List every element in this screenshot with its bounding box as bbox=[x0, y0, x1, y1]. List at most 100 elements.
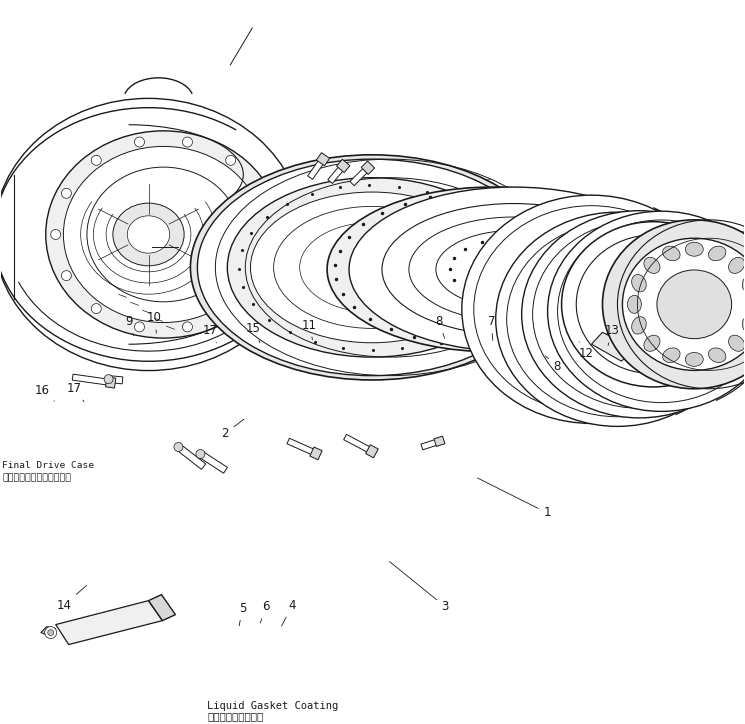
Text: 13: 13 bbox=[604, 324, 619, 345]
Text: 3: 3 bbox=[390, 562, 449, 613]
Text: Final Drive Case: Final Drive Case bbox=[2, 461, 95, 470]
Ellipse shape bbox=[462, 195, 721, 424]
Circle shape bbox=[183, 137, 192, 147]
Text: 17: 17 bbox=[66, 382, 84, 402]
Text: 1: 1 bbox=[478, 478, 551, 519]
Ellipse shape bbox=[627, 295, 641, 313]
Ellipse shape bbox=[685, 243, 703, 256]
Circle shape bbox=[226, 156, 235, 165]
Circle shape bbox=[183, 322, 192, 332]
Polygon shape bbox=[310, 447, 322, 460]
Circle shape bbox=[61, 188, 72, 198]
Text: 16: 16 bbox=[34, 384, 54, 401]
Polygon shape bbox=[72, 374, 111, 385]
Ellipse shape bbox=[632, 274, 646, 292]
Text: Liquid Gasket Coating: Liquid Gasket Coating bbox=[208, 701, 339, 711]
Ellipse shape bbox=[662, 246, 680, 261]
Ellipse shape bbox=[708, 246, 726, 261]
Circle shape bbox=[104, 374, 113, 384]
Ellipse shape bbox=[742, 316, 745, 334]
Polygon shape bbox=[337, 159, 350, 172]
Text: 9: 9 bbox=[125, 315, 133, 335]
Text: 8: 8 bbox=[436, 315, 445, 338]
Circle shape bbox=[266, 230, 276, 240]
Ellipse shape bbox=[644, 335, 660, 351]
Circle shape bbox=[48, 630, 54, 636]
Ellipse shape bbox=[603, 220, 745, 389]
Text: 6: 6 bbox=[260, 600, 269, 623]
Polygon shape bbox=[343, 434, 373, 454]
Circle shape bbox=[135, 322, 145, 332]
Text: 液状ガスケット塗布: 液状ガスケット塗布 bbox=[208, 712, 264, 722]
Text: 2: 2 bbox=[221, 419, 244, 440]
Ellipse shape bbox=[729, 257, 745, 274]
Circle shape bbox=[51, 230, 60, 240]
Polygon shape bbox=[56, 601, 162, 644]
Ellipse shape bbox=[250, 192, 493, 342]
Polygon shape bbox=[148, 594, 175, 620]
Ellipse shape bbox=[45, 131, 281, 338]
Ellipse shape bbox=[657, 270, 732, 339]
Ellipse shape bbox=[495, 212, 739, 426]
Ellipse shape bbox=[436, 241, 548, 298]
Ellipse shape bbox=[685, 353, 703, 366]
Polygon shape bbox=[177, 445, 206, 469]
Polygon shape bbox=[328, 164, 345, 183]
Polygon shape bbox=[421, 439, 440, 450]
Ellipse shape bbox=[127, 216, 170, 253]
Ellipse shape bbox=[742, 274, 745, 292]
Ellipse shape bbox=[644, 257, 660, 274]
Text: 5: 5 bbox=[238, 602, 246, 626]
Polygon shape bbox=[198, 451, 227, 473]
Text: 14: 14 bbox=[57, 586, 86, 612]
Polygon shape bbox=[361, 161, 375, 174]
Circle shape bbox=[45, 626, 57, 639]
Ellipse shape bbox=[622, 238, 745, 371]
Ellipse shape bbox=[349, 187, 678, 352]
Polygon shape bbox=[106, 377, 116, 388]
Circle shape bbox=[226, 303, 235, 313]
Ellipse shape bbox=[360, 203, 624, 335]
Circle shape bbox=[92, 156, 101, 165]
Circle shape bbox=[135, 137, 145, 147]
Circle shape bbox=[174, 442, 183, 452]
Circle shape bbox=[92, 303, 101, 313]
Ellipse shape bbox=[632, 316, 646, 334]
Polygon shape bbox=[41, 626, 56, 636]
Text: 11: 11 bbox=[302, 319, 317, 340]
Polygon shape bbox=[287, 438, 317, 456]
Text: 4: 4 bbox=[282, 599, 296, 626]
Text: 12: 12 bbox=[579, 342, 594, 361]
Ellipse shape bbox=[227, 177, 517, 357]
Ellipse shape bbox=[548, 211, 745, 411]
Ellipse shape bbox=[387, 217, 597, 321]
Ellipse shape bbox=[414, 230, 570, 308]
Ellipse shape bbox=[63, 146, 264, 322]
Polygon shape bbox=[592, 332, 635, 361]
Ellipse shape bbox=[327, 187, 656, 352]
Text: ファイナルドライブケース: ファイナルドライブケース bbox=[2, 473, 72, 482]
Text: 7: 7 bbox=[488, 315, 495, 340]
Text: 15: 15 bbox=[246, 322, 261, 342]
Ellipse shape bbox=[191, 155, 554, 380]
Text: 10: 10 bbox=[147, 311, 162, 333]
Text: 8: 8 bbox=[545, 356, 560, 374]
Ellipse shape bbox=[522, 211, 745, 418]
Ellipse shape bbox=[729, 335, 745, 351]
Ellipse shape bbox=[87, 167, 240, 302]
Ellipse shape bbox=[562, 222, 745, 387]
Text: 17: 17 bbox=[203, 324, 218, 343]
Ellipse shape bbox=[662, 348, 680, 363]
Polygon shape bbox=[350, 166, 370, 185]
Circle shape bbox=[196, 450, 205, 458]
Polygon shape bbox=[108, 376, 123, 384]
Polygon shape bbox=[317, 153, 330, 166]
Polygon shape bbox=[366, 445, 378, 458]
Circle shape bbox=[256, 188, 265, 198]
Circle shape bbox=[256, 271, 265, 281]
Ellipse shape bbox=[113, 203, 184, 266]
Circle shape bbox=[61, 271, 72, 281]
Ellipse shape bbox=[0, 98, 303, 371]
Ellipse shape bbox=[197, 159, 547, 376]
Ellipse shape bbox=[708, 348, 726, 363]
